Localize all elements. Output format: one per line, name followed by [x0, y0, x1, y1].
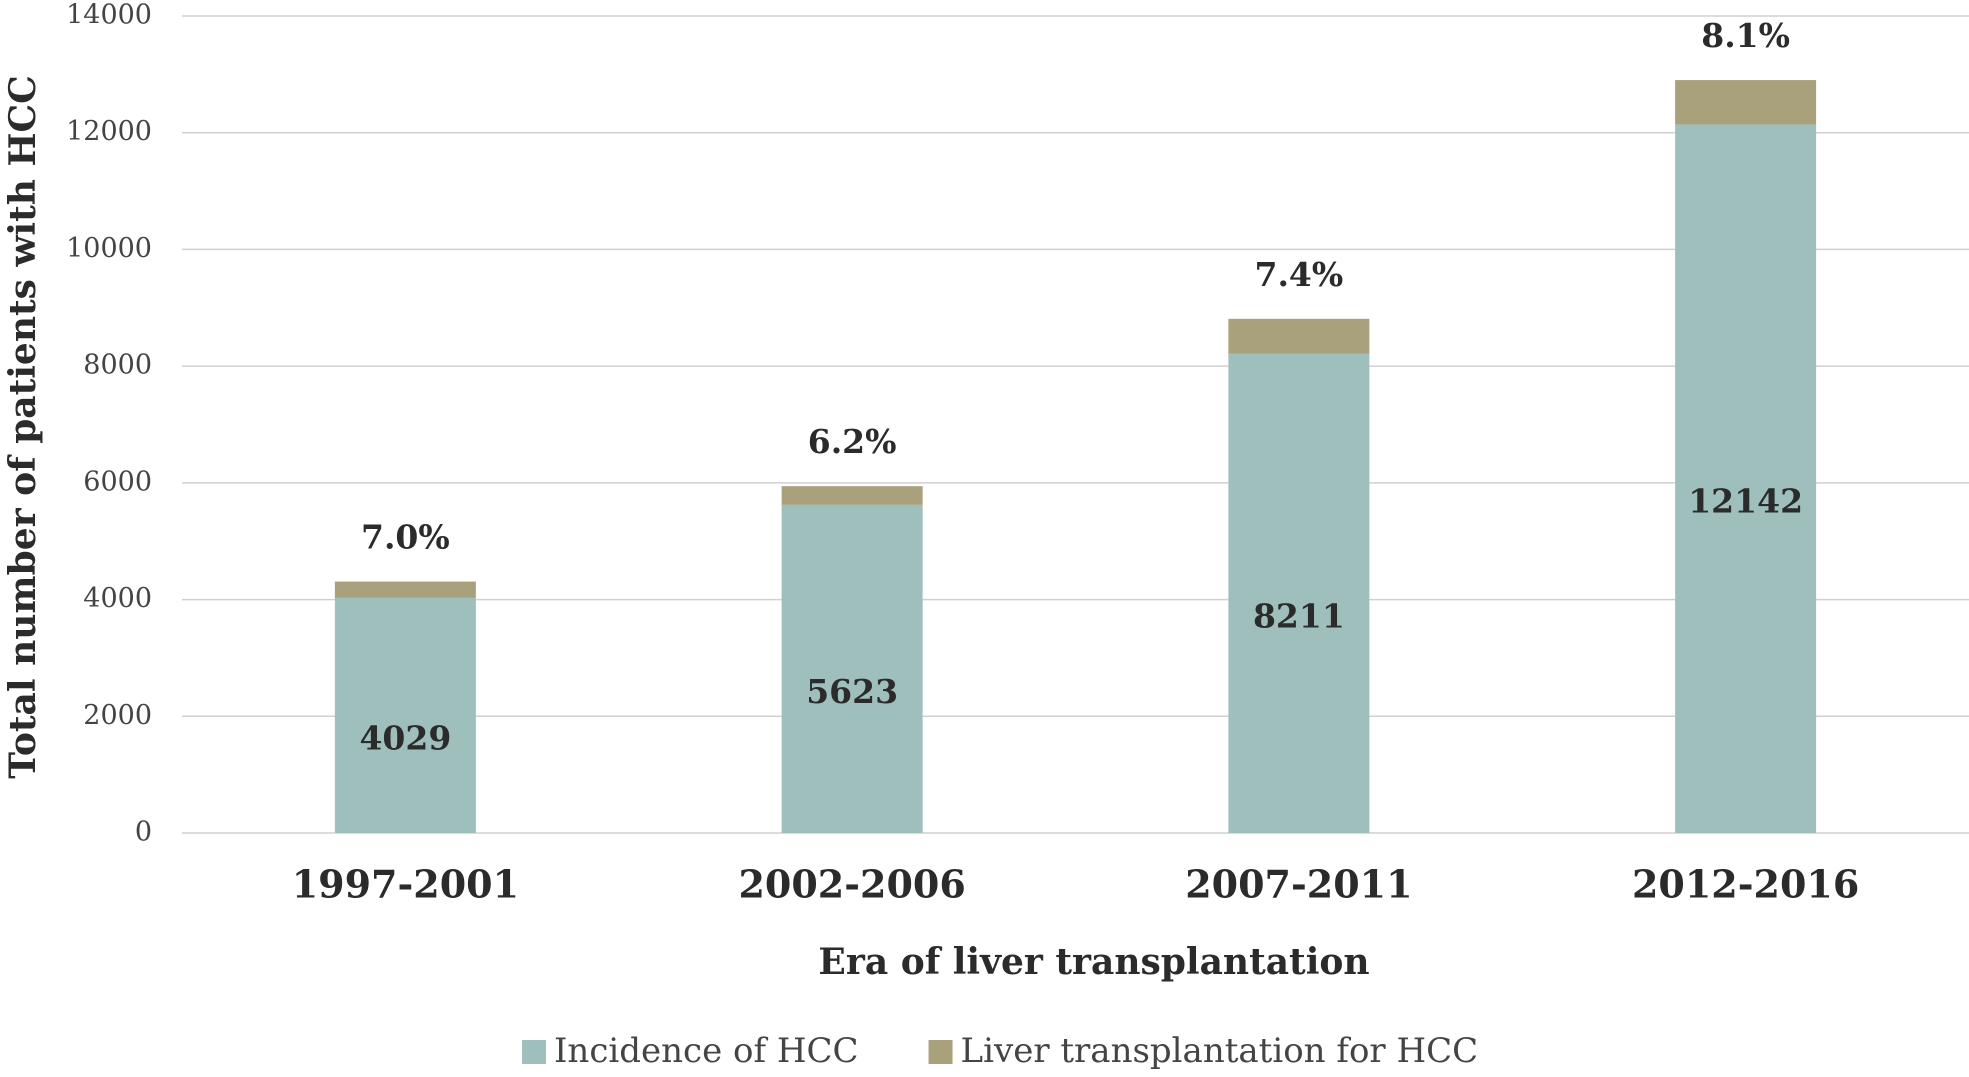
- legend-label: Liver transplantation for HCC: [961, 1031, 1479, 1071]
- bar-segment: [1675, 80, 1817, 125]
- annotation: 7.4%: [1254, 255, 1343, 294]
- annotation: 8.1%: [1701, 16, 1790, 55]
- x-tick-label: 2012-2016: [1632, 862, 1859, 907]
- x-tick-label: 2007-2011: [1185, 862, 1412, 907]
- y-tick-label: 2000: [83, 700, 152, 731]
- y-tick-label: 0: [135, 817, 152, 848]
- annotation: 6.2%: [808, 422, 897, 461]
- y-tick-label: 8000: [83, 350, 152, 381]
- data-label: 12142: [1688, 482, 1803, 521]
- x-tick-label: 1997-2001: [292, 862, 519, 907]
- data-label: 5623: [806, 672, 898, 711]
- bar-segment: [1228, 318, 1370, 354]
- legend-swatch: [522, 1040, 546, 1064]
- data-label: 8211: [1253, 596, 1345, 635]
- y-tick-label: 14000: [66, 0, 152, 31]
- bar-segment: [781, 504, 923, 833]
- annotation: 7.0%: [361, 518, 450, 557]
- x-tick-label: 2002-2006: [738, 862, 965, 907]
- bar-segment: [334, 581, 476, 598]
- y-tick-label: 4000: [83, 583, 152, 614]
- bar-segment: [1228, 353, 1370, 833]
- bar-segment: [1675, 124, 1817, 834]
- data-label: 4029: [359, 718, 451, 757]
- y-tick-label: 12000: [66, 116, 152, 147]
- y-tick-label: 6000: [83, 466, 152, 497]
- bar-segment: [334, 597, 476, 833]
- y-axis-title: Total number of patients with HCC: [2, 75, 44, 779]
- legend-swatch: [928, 1040, 953, 1064]
- bar-segment: [781, 486, 923, 505]
- y-tick-label: 10000: [66, 233, 152, 264]
- x-axis-title: Era of liver transplantation: [818, 941, 1369, 983]
- legend-label: Incidence of HCC: [554, 1031, 859, 1071]
